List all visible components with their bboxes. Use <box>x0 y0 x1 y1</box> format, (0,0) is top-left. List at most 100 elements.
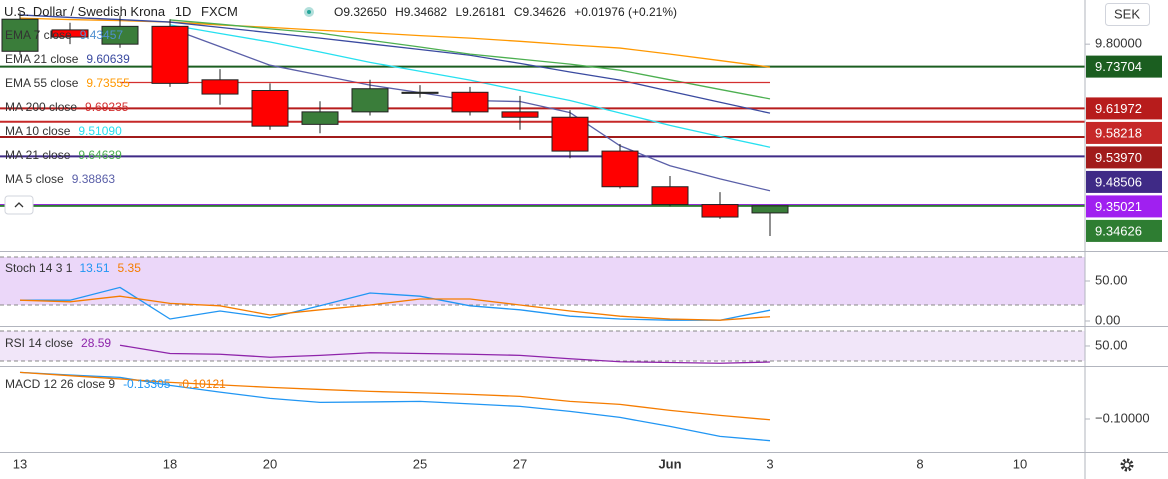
x-tick-label: 18 <box>163 456 177 471</box>
y-tick-label: −0.10000 <box>1095 410 1150 425</box>
candle-body <box>201 79 239 95</box>
legend-item: EMA 55 close 9.73555 <box>5 76 130 90</box>
y-tick-label: 50.00 <box>1095 337 1128 352</box>
indicator-line <box>169 19 771 100</box>
change: +0.01976 (+0.21%) <box>574 5 677 19</box>
x-tick-label: 3 <box>766 456 773 471</box>
market-status <box>304 7 314 17</box>
indicator-line <box>19 371 771 421</box>
legend-item: MA 21 close 9.64639 <box>5 148 122 162</box>
price-label-box <box>1086 121 1162 144</box>
currency-button[interactable]: SEK <box>1105 3 1150 26</box>
candle-body <box>651 186 689 206</box>
candle-body <box>251 89 289 127</box>
price-label: 9.73704 <box>1095 59 1142 74</box>
low: L9.26181 <box>455 5 505 19</box>
legend-item: EMA 7 close 9.43457 <box>5 28 123 42</box>
indicator-line <box>169 24 771 148</box>
indicator-line <box>119 344 771 364</box>
symbol: U.S. Dollar / Swedish Krona <box>4 4 166 19</box>
price-label: 9.58218 <box>1095 125 1142 140</box>
high: H9.34682 <box>395 5 447 19</box>
y-tick-label: 0.00 <box>1095 312 1120 327</box>
legend-item: EMA 21 close 9.60639 <box>5 52 130 66</box>
x-tick-label: Jun <box>658 456 681 471</box>
legend-name: EMA 7 close <box>5 28 72 42</box>
x-tick-label: 8 <box>916 456 923 471</box>
indicator-legend: RSI 14 close 28.59 <box>5 336 111 350</box>
legend-value: 9.51090 <box>78 124 122 138</box>
y-tick-label: 50.00 <box>1095 272 1128 287</box>
legend-value: 9.73555 <box>86 76 130 90</box>
indicator-legend: Stoch 14 3 1 13.51 5.35 <box>5 261 141 275</box>
price-label: 9.34626 <box>1095 223 1142 238</box>
currency-box[interactable] <box>1105 3 1150 26</box>
indicator-line <box>19 371 771 442</box>
price-label-box <box>1086 170 1162 193</box>
indicator-pane <box>0 330 1085 364</box>
candle-body <box>101 25 139 45</box>
indicator-value: -0.13305 <box>123 377 171 391</box>
main-pane <box>0 12 1085 236</box>
collapse-button[interactable] <box>4 195 34 215</box>
band <box>0 330 1085 361</box>
price-label: 9.48506 <box>1095 174 1142 189</box>
interval: 1D <box>175 4 192 19</box>
candle-body <box>301 111 339 125</box>
exchange: FXCM <box>201 4 238 19</box>
indicator-value: 13.51 <box>80 261 110 275</box>
indicator-pane <box>19 371 771 442</box>
band <box>0 257 1085 305</box>
indicator-title: RSI 14 close <box>5 336 73 350</box>
open: O9.32650 <box>334 5 387 19</box>
indicator-value: 5.35 <box>118 261 142 275</box>
price-label: 9.53970 <box>1095 150 1142 165</box>
legend-value: 9.69235 <box>85 100 129 114</box>
indicator-title: Stoch 14 3 1 <box>5 261 73 275</box>
indicator-pane <box>0 256 1085 321</box>
legend-name: MA 10 close <box>5 124 71 138</box>
indicator-legend: MACD 12 26 close 9 -0.13305 -0.10121 <box>5 377 226 391</box>
x-tick-label: 20 <box>263 456 277 471</box>
legend-item: MA 10 close 9.51090 <box>5 124 122 138</box>
plot-area <box>0 12 1085 442</box>
legend-item: MA 5 close 9.38863 <box>5 172 115 186</box>
candle-body <box>701 204 739 218</box>
price-label-box <box>1086 146 1162 169</box>
collapse-box[interactable] <box>4 195 34 215</box>
indicator-line <box>20 286 771 321</box>
currency-label[interactable]: SEK <box>1114 6 1140 21</box>
settings-button[interactable] <box>1120 458 1134 472</box>
legend-name: MA 200 close <box>5 100 77 114</box>
candle-body <box>501 111 539 118</box>
x-tick-label: 27 <box>513 456 527 471</box>
y-tick-label: 9.80000 <box>1095 36 1142 51</box>
candle-body <box>1 18 39 52</box>
close: C9.34626 <box>514 5 566 19</box>
price-label-box <box>1086 55 1162 78</box>
indicator-title: MACD 12 26 close 9 <box>5 377 115 391</box>
indicator-line <box>19 14 771 114</box>
legend-name: MA 5 close <box>5 172 64 186</box>
legend-name: EMA 55 close <box>5 76 79 90</box>
x-tick-label: 25 <box>413 456 427 471</box>
collapse-icon[interactable] <box>14 202 24 208</box>
candle-body <box>751 205 789 214</box>
price-label-box <box>1086 195 1162 218</box>
legend-name: EMA 21 close <box>5 52 79 66</box>
gear-hub[interactable] <box>1123 461 1131 469</box>
x-tick-label: 13 <box>13 456 27 471</box>
candle-body <box>151 25 189 84</box>
legend-name: MA 21 close <box>5 148 71 162</box>
price-label: 9.35021 <box>1095 199 1142 214</box>
price-label-box <box>1086 219 1162 242</box>
candle-body <box>51 29 89 38</box>
legend-value: 9.64639 <box>78 148 122 162</box>
symbol-header: U.S. Dollar / Swedish Krona 1D FXCM <box>4 4 238 19</box>
candle-body <box>351 88 389 113</box>
gear-teeth[interactable] <box>1120 458 1134 472</box>
indicator-value: -0.10121 <box>178 377 226 391</box>
price-label: 9.61972 <box>1095 101 1142 116</box>
